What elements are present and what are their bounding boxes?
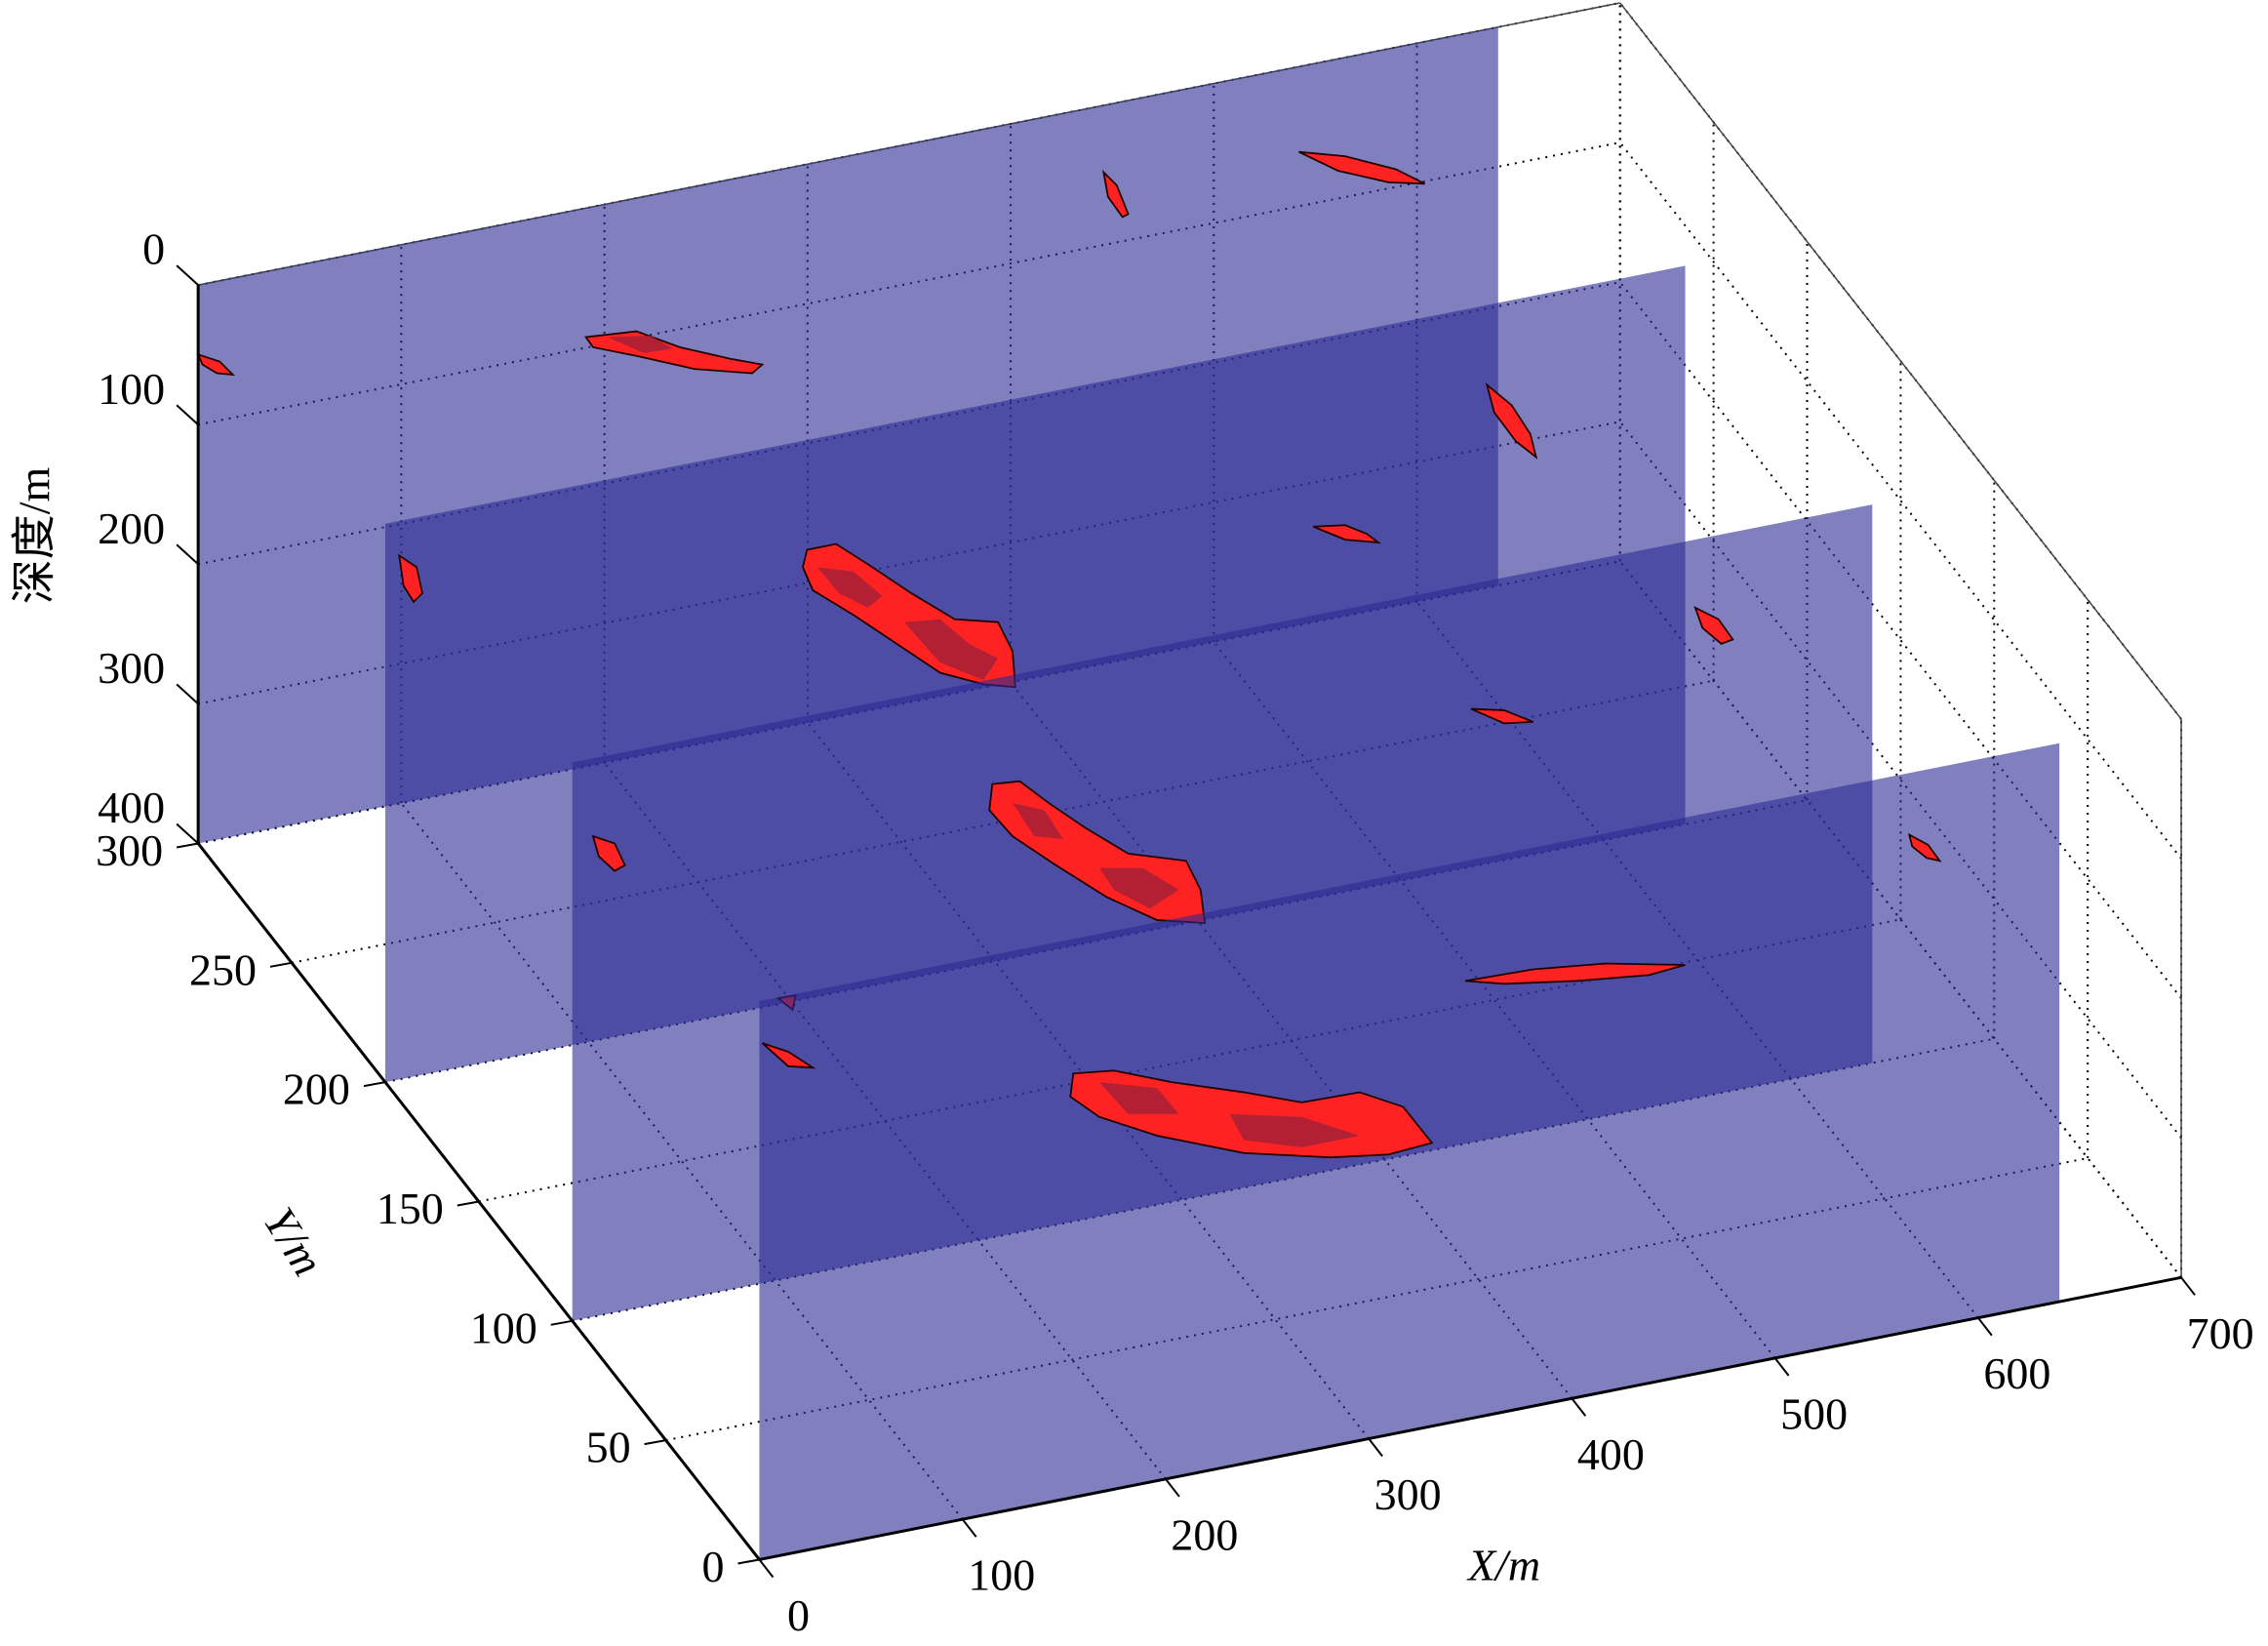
y-tick-label: 250 <box>189 944 257 994</box>
y-tick <box>457 1200 479 1207</box>
ore-shade <box>1012 802 1179 909</box>
x-tick-label: 500 <box>1780 1388 1848 1438</box>
slice-plane <box>759 743 2060 1560</box>
ore-body <box>761 1042 816 1069</box>
ore-body <box>1298 150 1425 185</box>
ore-body <box>591 834 626 872</box>
x-tick <box>1165 1478 1180 1498</box>
grid-line <box>1618 281 2182 999</box>
z-tick-label: 400 <box>98 783 165 832</box>
x-tick <box>961 1518 977 1538</box>
ore-body <box>1464 962 1686 985</box>
ore-shade <box>607 336 673 353</box>
z-tick-label: 0 <box>142 224 165 274</box>
y-tick <box>269 961 293 968</box>
ore-body <box>1693 605 1734 645</box>
ore-bodies <box>761 832 1942 1159</box>
grid-line <box>1618 141 2182 860</box>
y-tick-label: 200 <box>283 1064 350 1114</box>
y-tick <box>176 842 199 849</box>
x-tick <box>2180 1276 2196 1296</box>
x-tick <box>758 1558 775 1579</box>
x-axis <box>759 1275 2182 1561</box>
y-tick-label: 50 <box>586 1423 631 1472</box>
slices <box>196 26 2060 1560</box>
x-tick <box>1368 1437 1383 1458</box>
x-tick-label: 100 <box>968 1550 1035 1600</box>
y-axis-label: Y/m <box>255 1199 334 1285</box>
y-tick-label: 150 <box>377 1184 444 1233</box>
x-axis-label: X/m <box>1466 1541 1540 1590</box>
ore-body <box>1485 381 1538 460</box>
x-tick <box>1571 1397 1587 1417</box>
z-tick <box>176 404 199 425</box>
z-tick <box>176 683 199 705</box>
x-tick <box>1773 1357 1790 1377</box>
y-tick-label: 300 <box>96 825 163 875</box>
ore-body <box>1313 524 1382 544</box>
ore-shade <box>1098 1082 1360 1147</box>
z-tick <box>176 264 199 286</box>
x-tick-label: 300 <box>1374 1469 1442 1519</box>
x-tick-label: 400 <box>1577 1429 1645 1479</box>
z-tick <box>176 823 199 845</box>
z-tick-label: 200 <box>98 503 165 553</box>
ore-body <box>196 352 236 377</box>
x-tick-label: 200 <box>1171 1509 1238 1559</box>
y-tick-label: 100 <box>470 1303 537 1352</box>
z-tick <box>176 543 199 566</box>
x-tick-label: 600 <box>1983 1348 2050 1398</box>
ore-body <box>1470 707 1534 725</box>
z-axis-label: 深度/m <box>10 467 60 605</box>
y-tick-label: 0 <box>701 1542 724 1591</box>
axes: 0100200300400500600700050100150200250300… <box>96 224 2253 1640</box>
ore-body <box>1907 832 1942 863</box>
ore-shade <box>816 567 999 680</box>
x-tick-label: 700 <box>2187 1308 2254 1358</box>
ore-bodies <box>398 381 1538 689</box>
z-tick-label: 300 <box>98 643 165 693</box>
z-tick-label: 100 <box>98 364 165 414</box>
x-tick-label: 0 <box>787 1590 810 1640</box>
ore-bodies <box>196 150 1425 377</box>
ore-body <box>398 553 423 604</box>
ore-body <box>1102 169 1130 219</box>
box-edge <box>1619 2 2182 720</box>
y-tick <box>737 1558 760 1565</box>
x-tick <box>1977 1317 1993 1337</box>
y-tick <box>644 1439 666 1446</box>
y-tick <box>363 1081 386 1088</box>
y-tick <box>550 1319 573 1326</box>
